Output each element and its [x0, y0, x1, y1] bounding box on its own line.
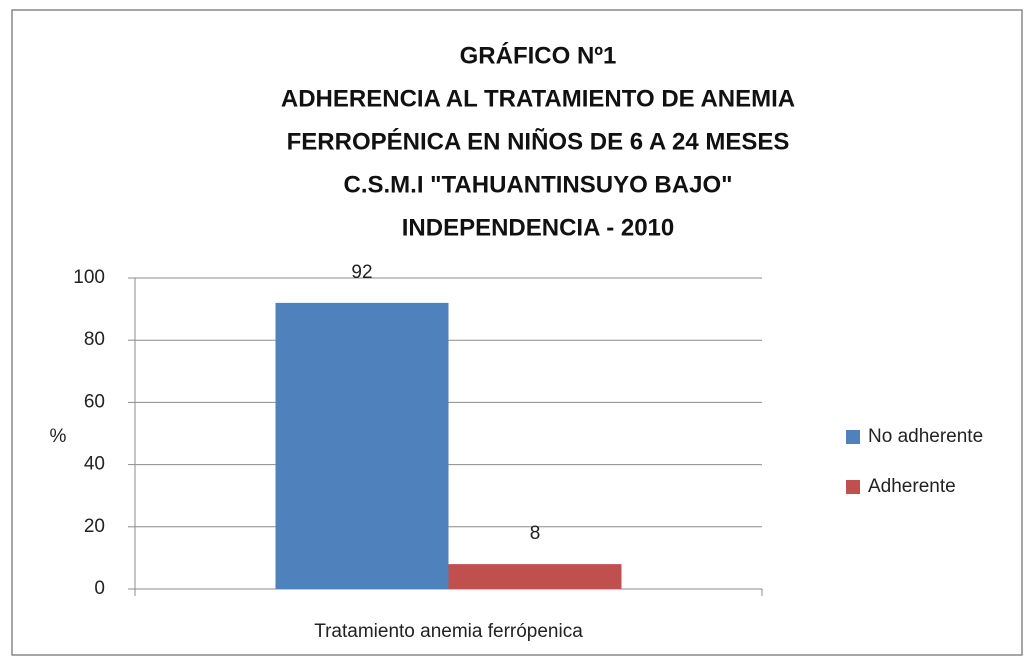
legend-label: Adherente: [868, 476, 956, 497]
chart-title: INDEPENDENCIA - 2010: [402, 214, 675, 241]
y-tick-label: 0: [94, 578, 105, 599]
y-tick-label: 60: [84, 391, 105, 412]
y-tick-label: 100: [73, 267, 105, 288]
chart-title: ADHERENCIA AL TRATAMIENTO DE ANEMIA: [281, 85, 795, 112]
data-label: 92: [351, 262, 372, 283]
bar: [448, 564, 622, 589]
data-label: 8: [530, 523, 541, 544]
bar: [275, 302, 449, 589]
legend-swatch: [846, 430, 860, 444]
legend-swatch: [846, 480, 860, 494]
y-tick-label: 40: [84, 454, 105, 475]
chart-frame: [11, 9, 1023, 656]
y-axis-label: %: [50, 426, 67, 447]
y-tick-label: 80: [84, 329, 105, 350]
y-tick-label: 20: [84, 516, 105, 537]
chart-title: GRÁFICO Nº1: [460, 41, 617, 69]
x-tick-label: Tratamiento anemia ferrópenica: [314, 621, 583, 642]
chart-title: C.S.M.I "TAHUANTINSUYO BAJO": [344, 171, 733, 198]
legend-label: No adherente: [868, 426, 983, 447]
chart-title: FERROPÉNICA EN NIÑOS DE 6 A 24 MESES: [287, 127, 790, 155]
